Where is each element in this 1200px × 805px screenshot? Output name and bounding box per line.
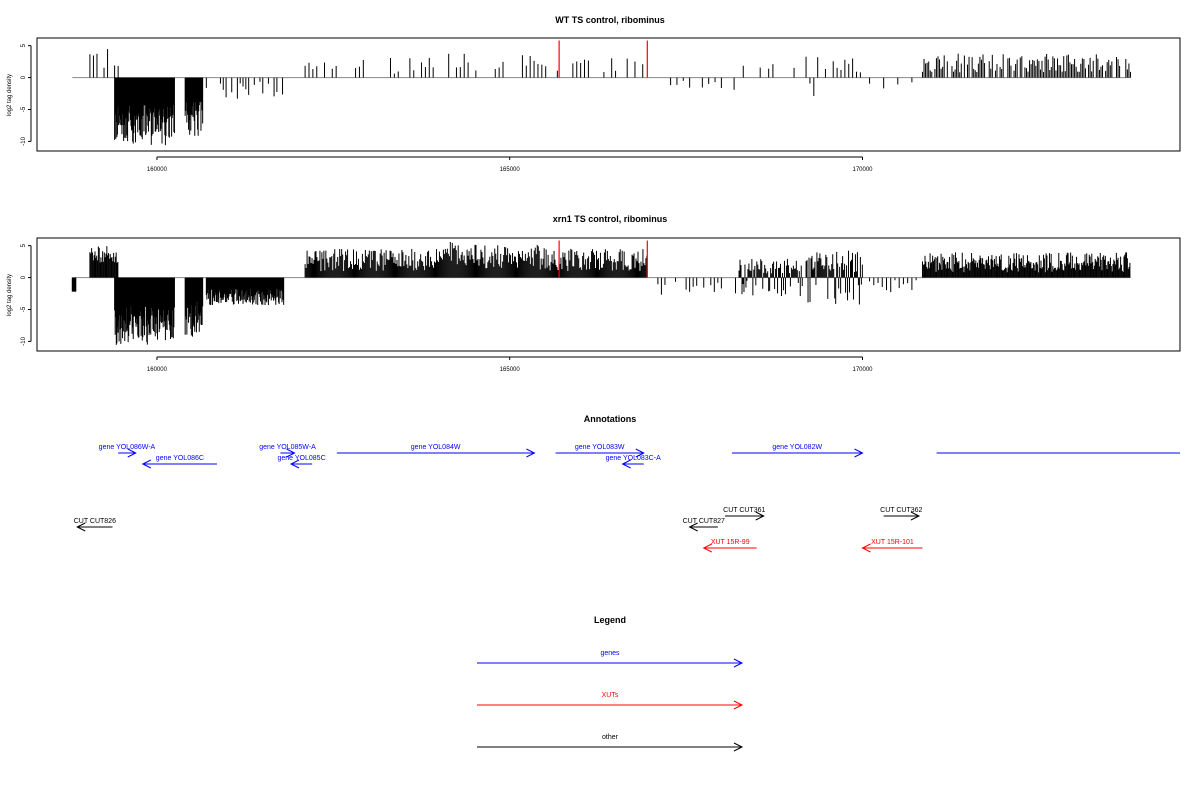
arrowhead [289, 459, 300, 469]
arrowhead [755, 511, 765, 521]
legend-arrowhead [733, 658, 744, 668]
y-tick-label: 0 [21, 275, 27, 279]
arrowhead [526, 448, 536, 458]
y-tick-label: 5 [21, 243, 27, 247]
x-tick-label: 170000 [852, 167, 873, 173]
y-tick-label: -5 [21, 106, 27, 112]
arrowhead [635, 448, 645, 458]
xrn1-bars [71, 240, 1131, 345]
legend-label: XUTs [602, 692, 619, 699]
annotation-label: gene YOL086C [156, 455, 204, 462]
annotation-label: gene YOL082W [772, 444, 822, 451]
xrn1-track-panel: xrn1 TS control, ribominus log2 tag dens… [7, 214, 1181, 373]
annotation-label: gene YOL085W-A [259, 444, 316, 451]
y-tick-label: -10 [21, 336, 27, 345]
x-tick-label: 160000 [147, 367, 168, 373]
annotations-title: Annotations [584, 414, 637, 424]
arrowhead [286, 448, 296, 458]
arrowhead [702, 543, 712, 553]
annotation-label: CUT CUT826 [74, 518, 116, 525]
arrowhead [861, 543, 871, 553]
x-tick-label: 170000 [852, 367, 873, 373]
legend-label: genes [600, 650, 620, 657]
xrn1-axes: 5 0 -5 -10 160000 165000 170000 [21, 243, 873, 373]
annotation-label: XUT 15R-99 [711, 539, 750, 546]
wt-y-axis-label: log2 tag density [7, 74, 13, 116]
y-tick-label: 0 [21, 75, 27, 79]
arrowhead [621, 459, 631, 469]
legend-title: Legend [594, 615, 626, 625]
xrn1-track-title: xrn1 TS control, ribominus [553, 214, 668, 224]
annotation-label: CUT CUT362 [880, 507, 922, 514]
annotation-label: gene YOL086W-A [99, 444, 156, 451]
annotation-label: XUT 15R-101 [871, 539, 914, 546]
y-tick-label: -10 [21, 136, 27, 145]
wt-track-title: WT TS control, ribominus [555, 15, 665, 25]
xrn1-y-axis-label: log2 tag density [7, 274, 13, 316]
annotation-label: gene YOL085C [278, 455, 326, 462]
annotation-label: gene YOL083W [575, 444, 625, 451]
annotation-label: gene YOL084W [411, 444, 461, 451]
annotation-label: CUT CUT361 [723, 507, 765, 514]
y-tick-label: 5 [21, 43, 27, 47]
legend-items: genes XUTs other [477, 650, 744, 752]
annotation-label: CUT CUT827 [683, 518, 725, 525]
y-tick-label: -5 [21, 306, 27, 312]
arrowhead [127, 448, 137, 458]
wt-axes: 5 0 -5 -10 160000 165000 170000 [21, 43, 873, 173]
wt-plot-frame [36, 37, 1181, 152]
legend-label: other [602, 734, 619, 741]
legend-panel: Legend genes XUTs other [477, 615, 744, 752]
arrowhead [688, 522, 698, 532]
arrowhead [141, 459, 152, 469]
annotation-label: gene YOL083C-A [606, 455, 661, 462]
wt-bars [72, 40, 1131, 146]
x-tick-label: 160000 [147, 167, 168, 173]
arrowhead [76, 522, 86, 532]
wt-track-panel: WT TS control, ribominus log2 tag densit… [7, 15, 1181, 173]
legend-arrowhead [733, 742, 744, 752]
arrowhead [910, 511, 921, 521]
x-tick-label: 165000 [500, 167, 521, 173]
xrn1-plot-frame [36, 237, 1181, 352]
x-tick-label: 165000 [500, 367, 521, 373]
legend-arrowhead [733, 700, 744, 710]
arrowhead [854, 448, 864, 458]
